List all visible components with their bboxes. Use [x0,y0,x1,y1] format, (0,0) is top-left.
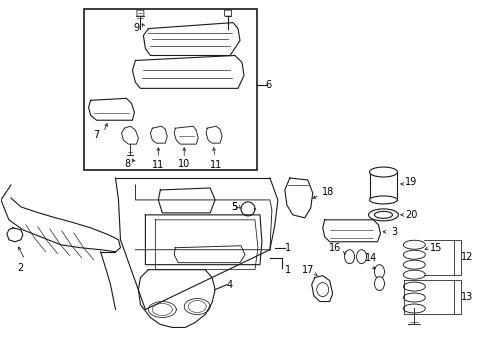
Ellipse shape [403,270,425,279]
Ellipse shape [403,250,425,259]
Ellipse shape [316,283,328,297]
Text: 6: 6 [265,80,271,90]
Text: 20: 20 [405,210,417,220]
Ellipse shape [403,304,425,313]
Text: 19: 19 [405,177,417,187]
Text: 9: 9 [133,23,139,33]
Text: 18: 18 [321,187,333,197]
Text: 11: 11 [152,160,164,170]
Ellipse shape [403,240,425,249]
Text: 10: 10 [178,159,190,169]
Bar [83,9,256,170]
Text: 17: 17 [301,265,313,275]
Ellipse shape [356,250,366,264]
Text: 15: 15 [429,243,442,253]
Ellipse shape [369,167,397,177]
Text: 4: 4 [226,280,233,289]
Ellipse shape [403,293,425,302]
Text: 5: 5 [230,202,237,212]
Text: 12: 12 [460,252,472,262]
Ellipse shape [374,276,384,291]
Ellipse shape [403,260,425,269]
Ellipse shape [369,196,397,204]
Ellipse shape [403,282,425,291]
Ellipse shape [374,211,392,219]
Text: 3: 3 [390,227,397,237]
Text: 11: 11 [209,160,222,170]
Text: 14: 14 [365,253,377,263]
Text: 2: 2 [18,263,24,273]
Text: 1: 1 [284,265,290,275]
Text: 16: 16 [328,243,340,253]
Text: 1: 1 [284,243,290,253]
Text: 7: 7 [93,130,100,140]
Ellipse shape [374,265,384,279]
Ellipse shape [344,250,354,264]
Ellipse shape [368,209,398,221]
Text: 8: 8 [124,159,130,169]
Text: 13: 13 [460,292,472,302]
Text: 5: 5 [230,202,237,212]
